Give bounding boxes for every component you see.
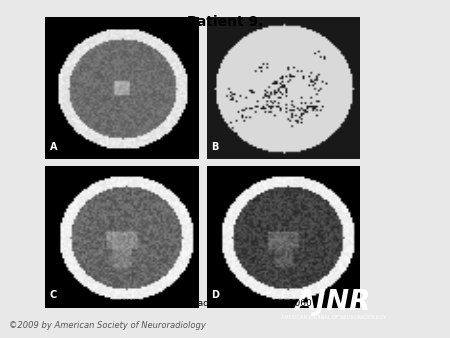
- Text: D. Gandhi et al. AJNR Am J Neuroradiol 2009;30:1054-1060: D. Gandhi et al. AJNR Am J Neuroradiol 2…: [45, 299, 312, 308]
- Text: ©2009 by American Society of Neuroradiology: ©2009 by American Society of Neuroradiol…: [9, 320, 206, 330]
- Text: Patient 9.: Patient 9.: [187, 15, 263, 29]
- Text: A: A: [50, 142, 57, 152]
- Text: AMERICAN JOURNAL OF NEURORADIOLOGY: AMERICAN JOURNAL OF NEURORADIOLOGY: [281, 315, 386, 320]
- Text: D: D: [212, 290, 220, 300]
- Text: AJNR: AJNR: [295, 288, 372, 316]
- Text: C: C: [50, 290, 57, 300]
- Text: B: B: [212, 142, 219, 152]
